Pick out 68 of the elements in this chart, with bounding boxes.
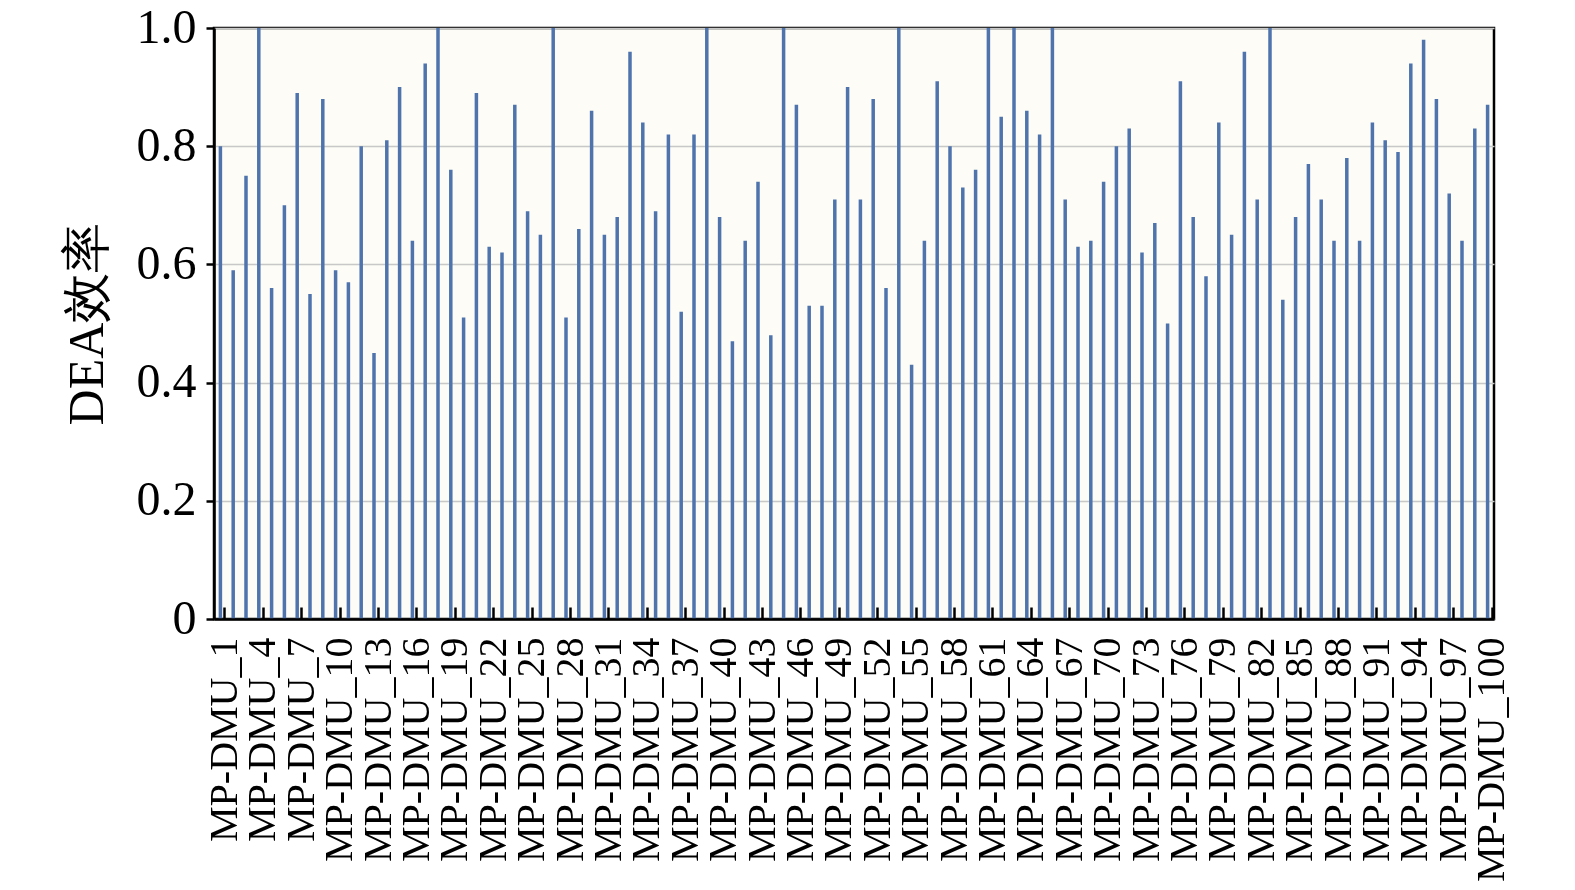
bar [1012,28,1016,619]
x-tick-label: MP-DMU_1 [200,637,246,842]
bar [1191,217,1195,619]
y-tick-label: 0.2 [136,472,197,526]
bar [372,353,376,619]
bar [1345,158,1349,619]
bar [948,146,952,619]
bar [1076,246,1080,619]
bar [385,140,389,619]
bar [756,181,760,619]
bar [321,98,325,619]
bar [423,63,427,619]
bar [308,293,312,619]
y-tick-label: 0.4 [136,354,197,408]
bar [1153,223,1157,619]
bar [833,199,837,619]
bar [807,305,811,619]
bar [1473,128,1477,619]
bar [1204,276,1208,619]
bar [1409,63,1413,619]
bar [244,175,248,619]
y-tick-label: 1.0 [136,0,197,53]
bar [1281,299,1285,619]
bar [449,169,453,619]
bar [743,240,747,619]
y-tick-label: 0.8 [136,117,197,171]
y-tick-label: 0.6 [136,235,197,289]
bar [1217,122,1221,619]
bar [359,146,363,619]
bar [705,28,709,619]
bar [1268,28,1272,619]
y-tick-label: 0 [172,590,197,644]
bar [577,228,581,619]
bar [999,116,1003,619]
bar [1460,240,1464,619]
bar [897,28,901,619]
bar [436,28,440,619]
bar [1383,140,1387,619]
bar [1396,152,1400,619]
bar [884,288,888,619]
y-axis-title: DEA效率 [57,222,114,426]
bar [871,98,875,619]
bar [679,311,683,619]
bar [641,122,645,619]
bar [500,252,504,619]
bar [961,187,965,619]
bar [1140,252,1144,619]
bar [615,217,619,619]
bar [487,246,491,619]
bar [231,270,235,619]
bar [820,305,824,619]
bar [1089,240,1093,619]
bar [513,104,517,619]
bar [935,81,939,619]
bar [1447,193,1451,619]
bar [1063,199,1067,619]
bar [295,93,299,619]
bar [1332,240,1336,619]
bar [551,28,555,619]
bar [1127,128,1131,619]
bar [1255,199,1259,619]
bar [628,51,632,619]
bar [692,134,696,619]
bar [769,335,773,619]
bar [564,317,568,619]
bar [257,28,261,619]
bar [1025,110,1029,619]
bar [1319,199,1323,619]
